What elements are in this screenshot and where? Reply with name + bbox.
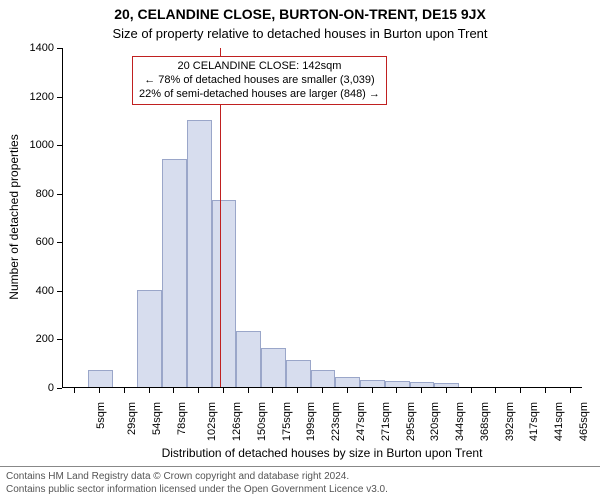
x-tick-label: 441sqm [553,402,565,441]
annotation-line-3: 22% of semi-detached houses are larger (… [139,88,380,102]
x-axis-label: Distribution of detached houses by size … [62,446,582,460]
y-tick-label: 1000 [14,139,54,151]
histogram-bar [360,380,385,387]
histogram-bar [212,200,237,387]
y-tick-mark [57,291,62,292]
x-tick-label: 295sqm [405,402,417,441]
x-tick-mark [173,388,174,393]
y-tick-label: 1200 [14,91,54,103]
histogram-bar [236,331,261,387]
x-tick-label: 199sqm [306,402,318,441]
x-tick-mark [248,388,249,393]
x-tick-mark [74,388,75,393]
histogram-bar [137,290,162,387]
y-tick-label: 200 [14,333,54,345]
y-tick-label: 800 [14,188,54,200]
chart-title: 20, CELANDINE CLOSE, BURTON-ON-TRENT, DE… [0,6,600,22]
annotation-line-2: ← 78% of detached houses are smaller (3,… [139,74,380,88]
x-tick-mark [471,388,472,393]
x-tick-mark [545,388,546,393]
histogram-bar [434,383,459,387]
x-tick-mark [223,388,224,393]
x-tick-mark [570,388,571,393]
y-tick-mark [57,339,62,340]
x-tick-label: 175sqm [281,402,293,441]
y-tick-label: 400 [14,285,54,297]
y-tick-mark [57,48,62,49]
footer-line-1: Contains HM Land Registry data © Crown c… [6,471,594,484]
x-tick-label: 320sqm [429,402,441,441]
x-tick-mark [149,388,150,393]
histogram-bar [385,381,410,387]
x-tick-mark [421,388,422,393]
x-tick-label: 368sqm [479,402,491,441]
y-tick-mark [57,145,62,146]
y-tick-label: 1400 [14,42,54,54]
histogram-bar [410,382,435,387]
histogram-bar [261,348,286,387]
histogram-bar [88,370,113,387]
annotation-line-1: 20 CELANDINE CLOSE: 142sqm [139,60,380,74]
x-tick-mark [520,388,521,393]
annotation-box: 20 CELANDINE CLOSE: 142sqm ← 78% of deta… [132,56,387,105]
histogram-bar [286,360,311,387]
x-tick-label: 29sqm [126,402,138,435]
y-tick-mark [57,388,62,389]
x-tick-mark [322,388,323,393]
x-tick-label: 54sqm [151,402,163,435]
x-tick-mark [272,388,273,393]
x-tick-mark [372,388,373,393]
y-tick-mark [57,97,62,98]
x-tick-label: 271sqm [380,402,392,441]
x-tick-mark [297,388,298,393]
x-tick-label: 417sqm [528,402,540,441]
footer: Contains HM Land Registry data © Crown c… [0,466,600,500]
x-tick-label: 344sqm [454,402,466,441]
histogram-bar [335,377,360,387]
x-tick-label: 78sqm [176,402,188,435]
x-tick-mark [347,388,348,393]
figure: 20, CELANDINE CLOSE, BURTON-ON-TRENT, DE… [0,0,600,500]
histogram-bar [162,159,187,387]
x-tick-mark [495,388,496,393]
x-tick-label: 126sqm [231,402,243,441]
histogram-bar [187,120,212,387]
x-tick-label: 150sqm [256,402,268,441]
x-tick-mark [124,388,125,393]
x-tick-label: 102sqm [207,402,219,441]
x-tick-label: 5sqm [95,402,107,429]
y-tick-mark [57,194,62,195]
x-tick-label: 392sqm [504,402,516,441]
histogram-bar [311,370,336,387]
x-tick-mark [198,388,199,393]
x-tick-mark [446,388,447,393]
footer-line-2: Contains public sector information licen… [6,484,594,497]
x-tick-mark [99,388,100,393]
x-tick-mark [396,388,397,393]
x-tick-label: 247sqm [355,402,367,441]
y-tick-label: 0 [14,382,54,394]
x-tick-label: 223sqm [330,402,342,441]
y-tick-label: 600 [14,236,54,248]
chart-subtitle: Size of property relative to detached ho… [0,26,600,41]
x-tick-label: 465sqm [578,402,590,441]
y-tick-mark [57,242,62,243]
